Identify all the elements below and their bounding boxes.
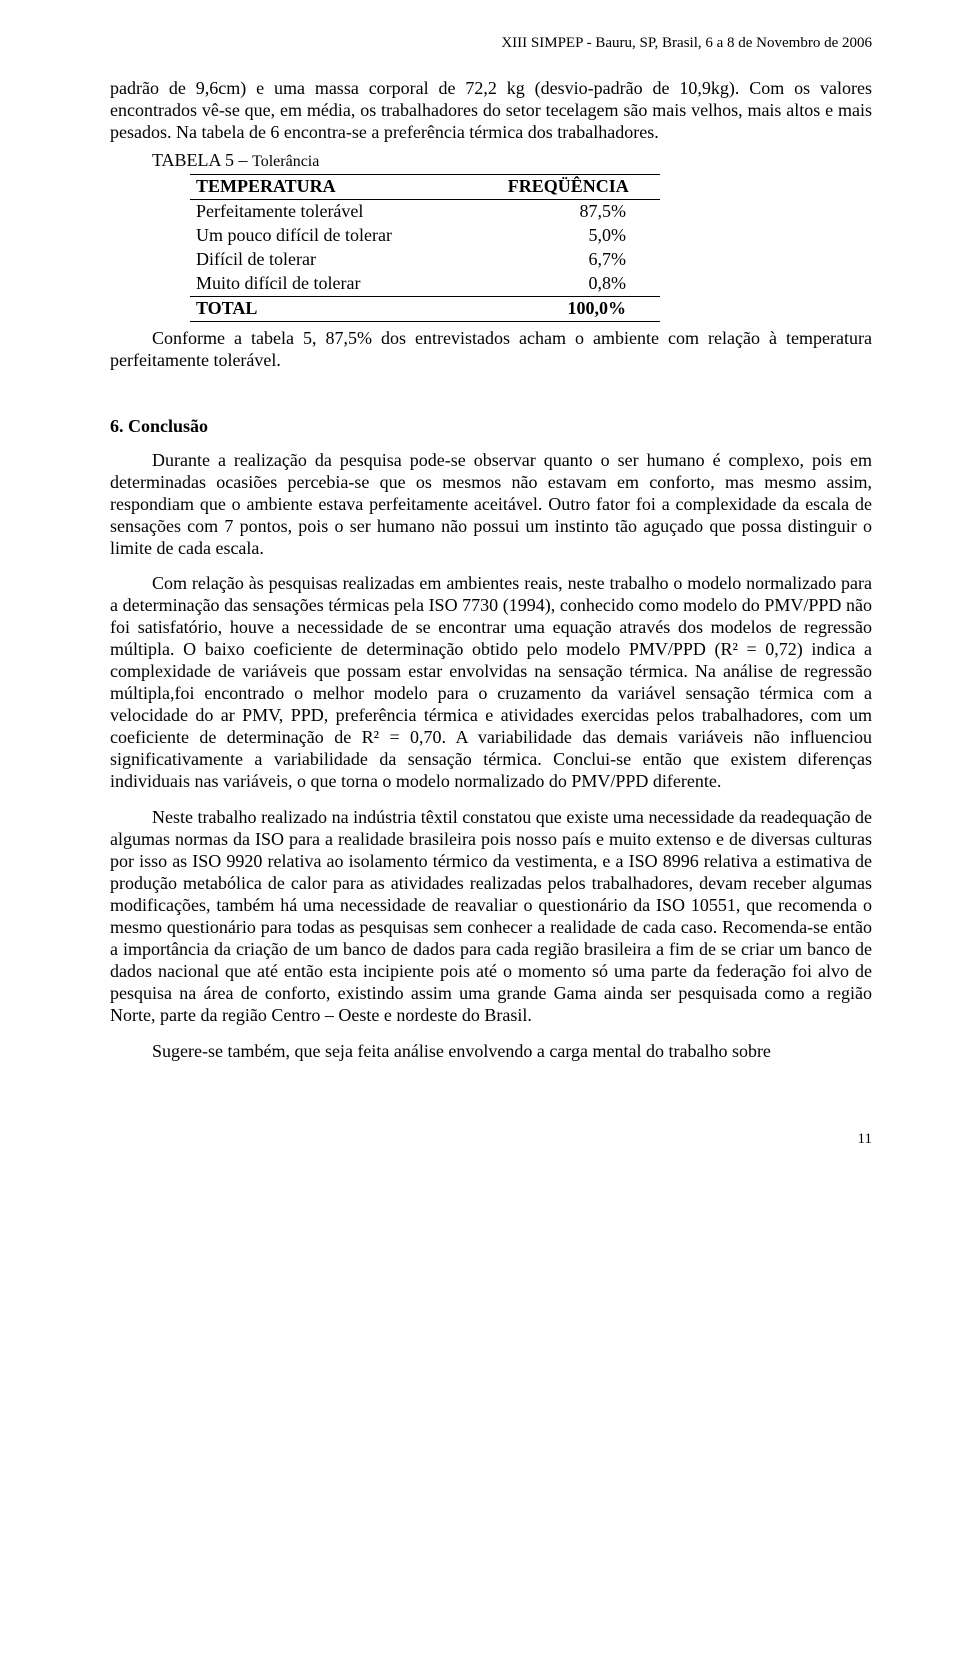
cell-label: Perfeitamente tolerável <box>190 200 477 224</box>
cell-value: 6,7% <box>477 248 660 272</box>
paragraph-intro: padrão de 9,6cm) e uma massa corporal de… <box>110 78 872 144</box>
page: XIII SIMPEP - Bauru, SP, Brasil, 6 a 8 d… <box>0 0 960 1189</box>
total-value: 100,0% <box>477 296 660 321</box>
table-caption-sub: Tolerância <box>252 153 319 170</box>
col-header-temperatura: TEMPERATURA <box>190 175 477 200</box>
cell-value: 87,5% <box>477 200 660 224</box>
page-number: 11 <box>110 1130 872 1148</box>
table-row: Perfeitamente tolerável 87,5% <box>190 200 660 224</box>
table-row: Muito difícil de tolerar 0,8% <box>190 272 660 296</box>
col-header-frequencia: FREQÜÊNCIA <box>477 175 660 200</box>
total-label: TOTAL <box>190 296 477 321</box>
cell-label: Muito difícil de tolerar <box>190 272 477 296</box>
cell-label: Um pouco difícil de tolerar <box>190 224 477 248</box>
paragraph-after-table: Conforme a tabela 5, 87,5% dos entrevist… <box>110 328 872 372</box>
table-5: TEMPERATURA FREQÜÊNCIA Perfeitamente tol… <box>190 174 660 322</box>
cell-label: Difícil de tolerar <box>190 248 477 272</box>
cell-value: 5,0% <box>477 224 660 248</box>
paragraph-conclusion-3: Neste trabalho realizado na indústria tê… <box>110 807 872 1027</box>
table-header-row: TEMPERATURA FREQÜÊNCIA <box>190 175 660 200</box>
table-caption-main: TABELA 5 – <box>152 150 252 170</box>
cell-value: 0,8% <box>477 272 660 296</box>
table-5-caption: TABELA 5 – Tolerância <box>152 150 872 172</box>
paragraph-conclusion-4: Sugere-se também, que seja feita análise… <box>110 1041 872 1063</box>
running-header: XIII SIMPEP - Bauru, SP, Brasil, 6 a 8 d… <box>110 34 872 52</box>
paragraph-conclusion-1: Durante a realização da pesquisa pode-se… <box>110 450 872 560</box>
table-row: Um pouco difícil de tolerar 5,0% <box>190 224 660 248</box>
table-total-row: TOTAL 100,0% <box>190 296 660 321</box>
section-heading-conclusion: 6. Conclusão <box>110 416 872 438</box>
paragraph-conclusion-2: Com relação às pesquisas realizadas em a… <box>110 573 872 793</box>
table-row: Difícil de tolerar 6,7% <box>190 248 660 272</box>
